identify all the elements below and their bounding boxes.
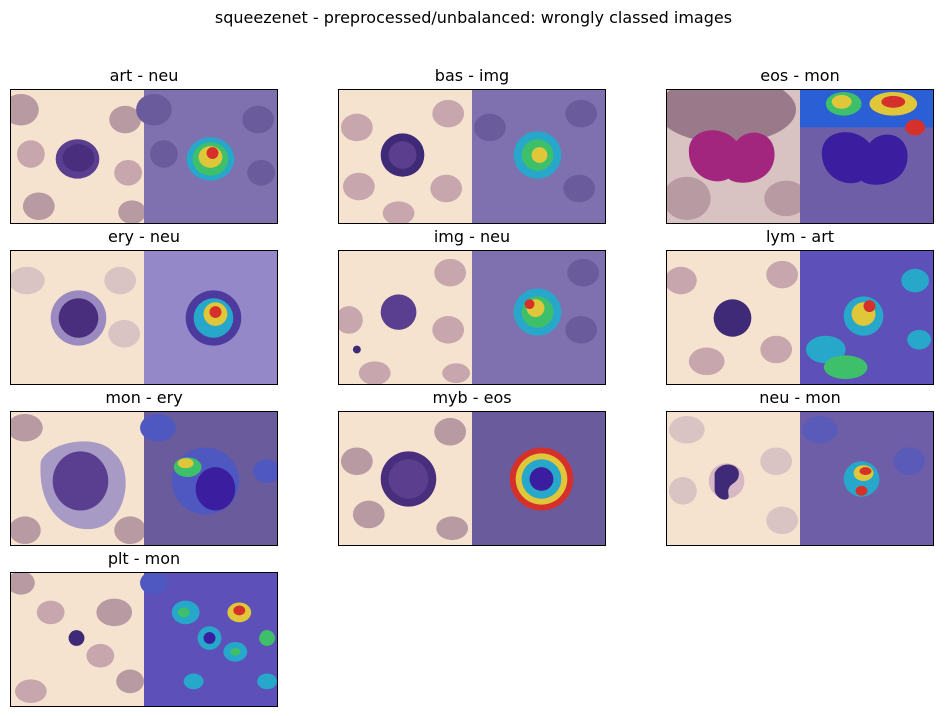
figure-title: squeezenet - preprocessed/unbalanced: wr… (214, 8, 733, 27)
panel-image-1 (10, 89, 278, 224)
panel-title-10: plt - mon (107, 549, 181, 568)
panel-title-3: eos - mon (760, 66, 840, 85)
panel-image-10 (10, 572, 278, 707)
panel-image-8 (338, 411, 606, 546)
panel-title-9: neu - mon (759, 388, 841, 407)
panel-image-5 (338, 250, 606, 385)
panel-title-1: art - neu (109, 66, 179, 85)
panel-title-8: myb - eos (432, 388, 512, 407)
panel-title-6: lym - art (765, 227, 835, 246)
panel-image-9 (666, 411, 934, 546)
panel-title-5: img - neu (433, 227, 511, 246)
panel-image-3 (666, 89, 934, 224)
panel-image-2 (338, 89, 606, 224)
panel-title-7: mon - ery (105, 388, 183, 407)
panel-image-7 (10, 411, 278, 546)
panel-image-4 (10, 250, 278, 385)
panel-image-6 (666, 250, 934, 385)
panel-title-2: bas - img (434, 66, 510, 85)
panel-title-4: ery - neu (108, 227, 180, 246)
